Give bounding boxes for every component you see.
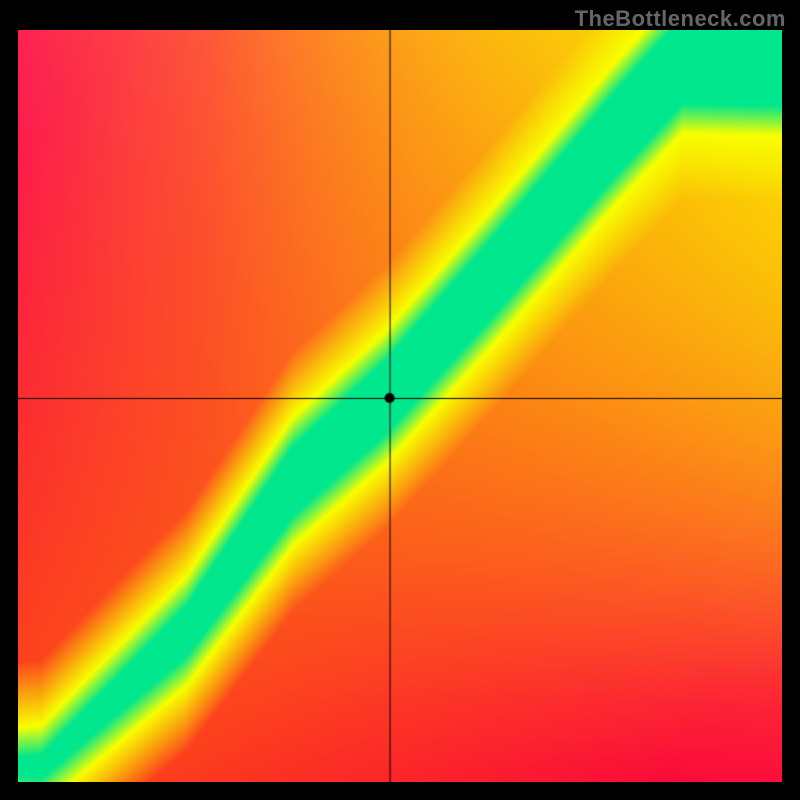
plot-frame xyxy=(18,30,782,782)
watermark-text: TheBottleneck.com xyxy=(575,6,786,32)
heatmap-canvas xyxy=(18,30,782,782)
chart-root: TheBottleneck.com xyxy=(0,0,800,800)
